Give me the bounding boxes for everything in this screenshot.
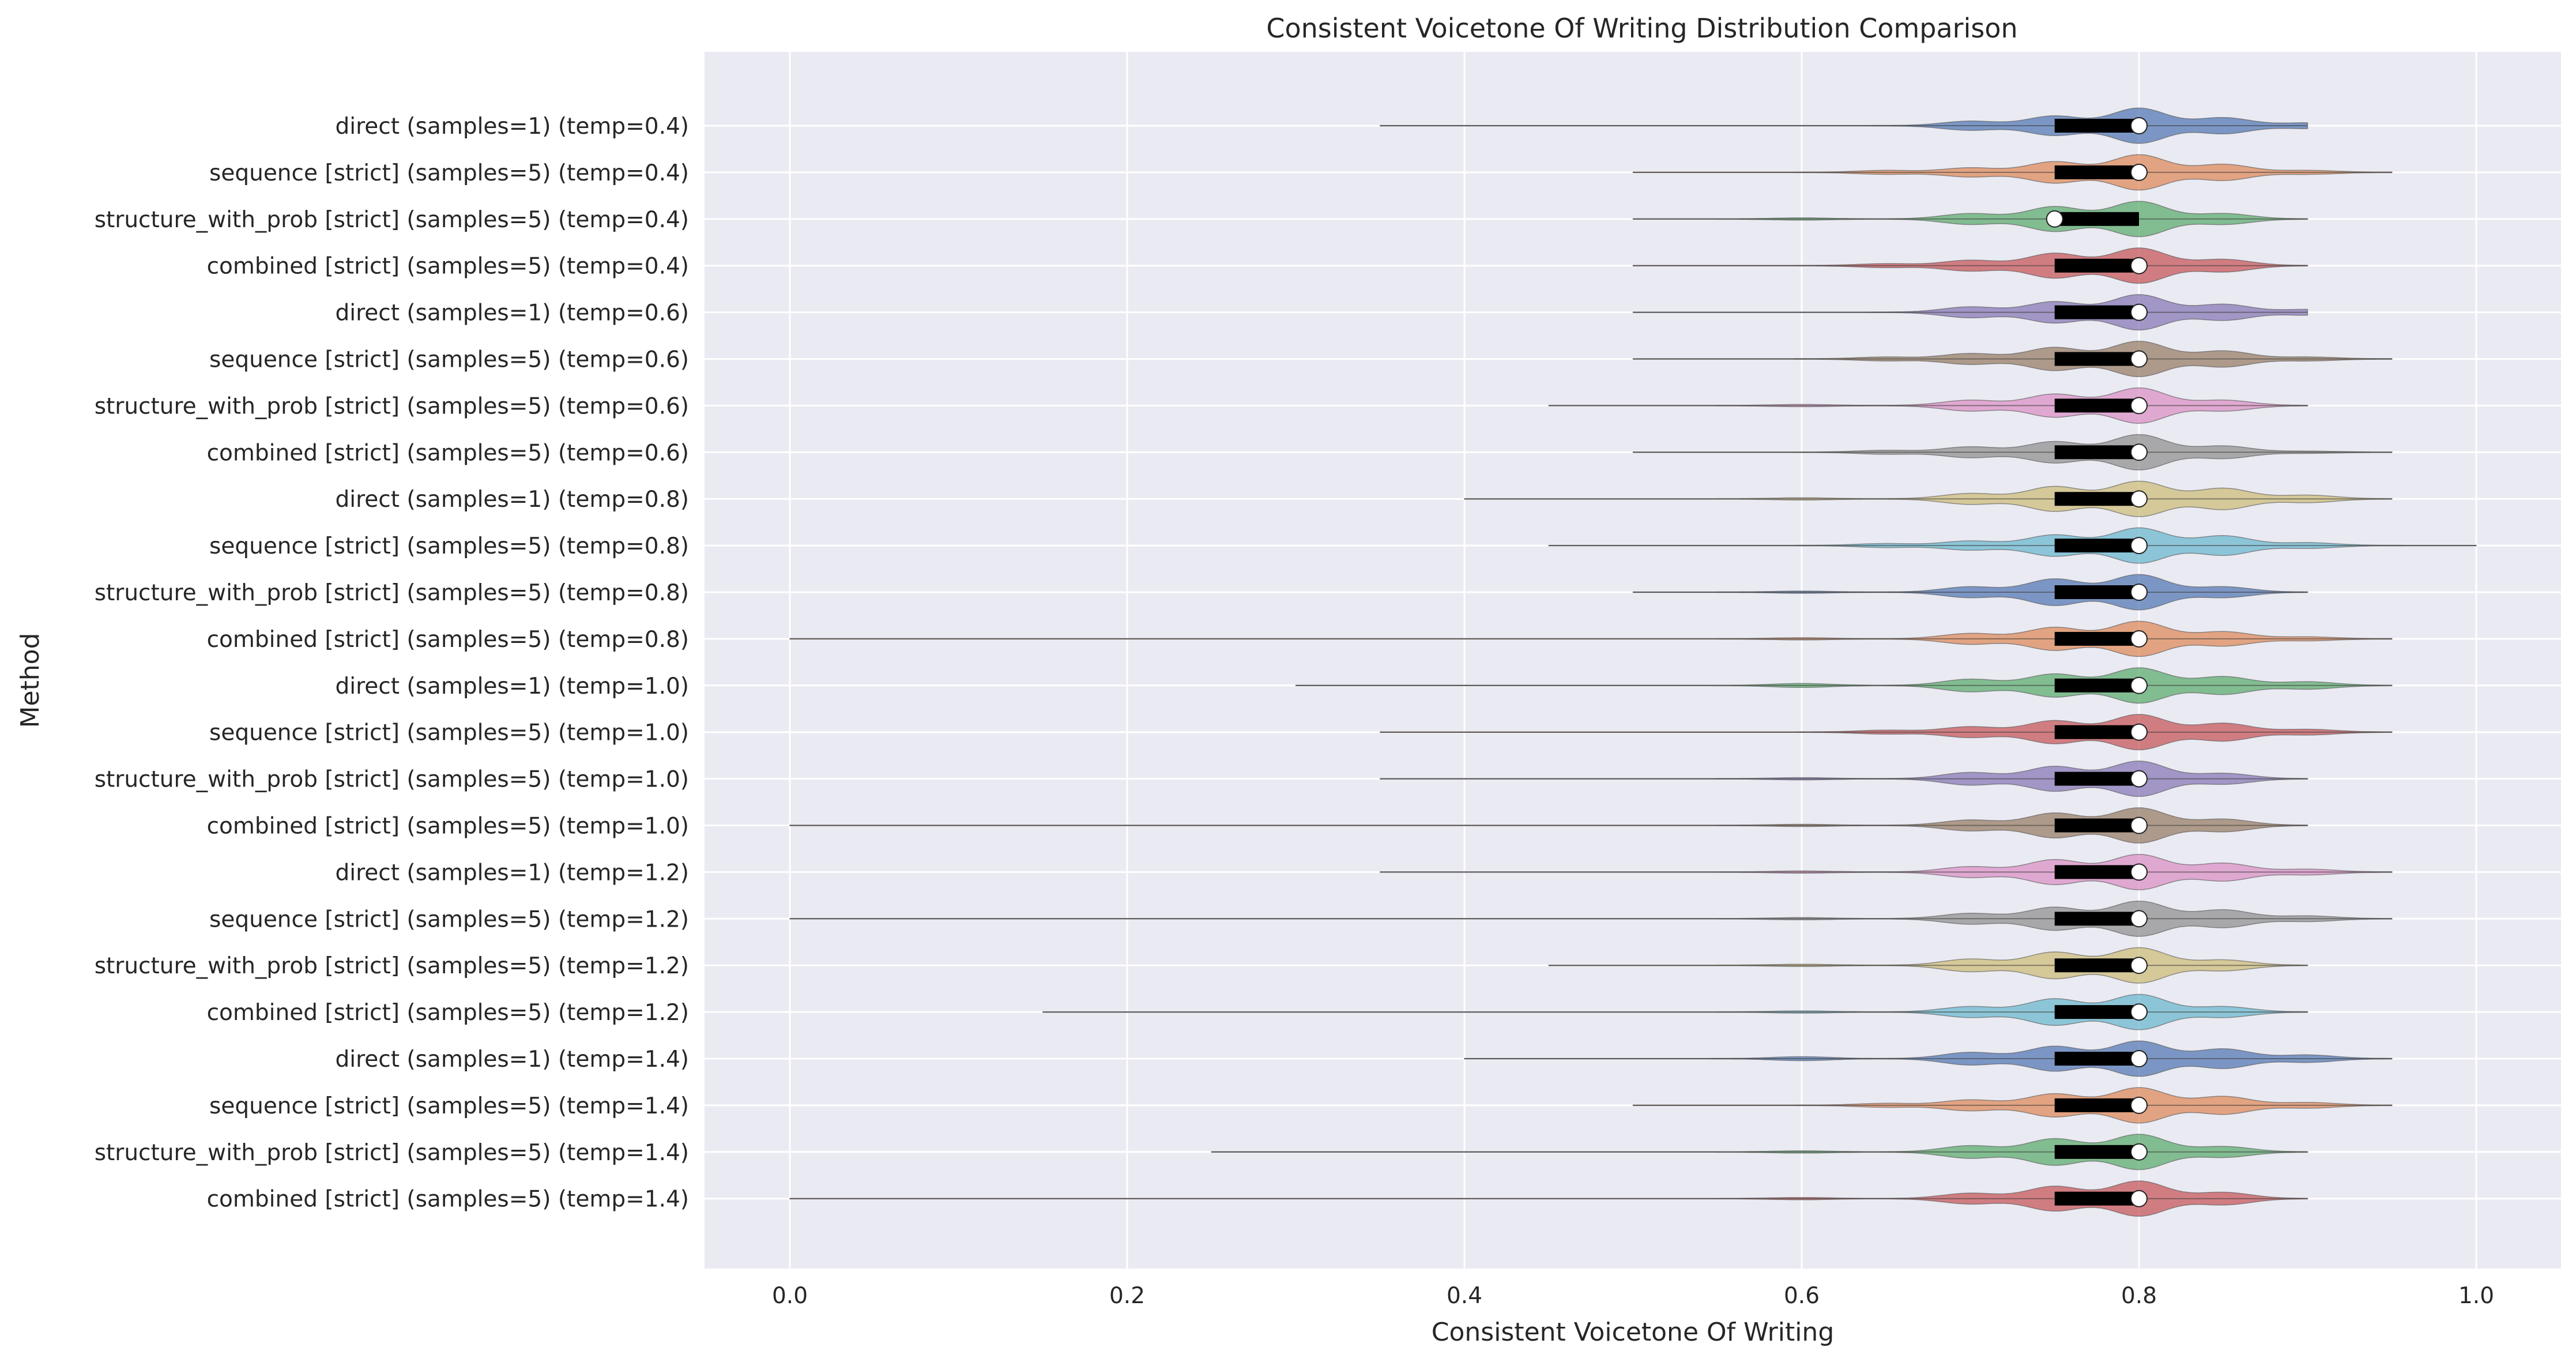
iqr-box	[2054, 492, 2139, 506]
iqr-box	[2054, 398, 2139, 413]
iqr-box	[2054, 1005, 2139, 1019]
iqr-box	[2054, 445, 2139, 460]
iqr-box	[2054, 958, 2139, 973]
iqr-box	[2054, 912, 2139, 926]
iqr-box	[2054, 352, 2139, 366]
median-marker	[2046, 210, 2063, 228]
iqr-box	[2054, 539, 2139, 553]
iqr-box	[2054, 212, 2139, 226]
y-tick-label: structure_with_prob [strict] (samples=5)…	[95, 393, 689, 419]
y-tick-label: structure_with_prob [strict] (samples=5)…	[95, 767, 689, 793]
y-tick-label: combined [strict] (samples=5) (temp=1.2)	[207, 1000, 689, 1026]
x-tick-label: 0.4	[1447, 1283, 1482, 1309]
x-tick-label: 1.0	[2458, 1283, 2494, 1309]
iqr-box	[2054, 772, 2139, 786]
median-marker	[2130, 397, 2148, 415]
y-tick-label: sequence [strict] (samples=5) (temp=1.2)	[209, 906, 689, 932]
iqr-box	[2054, 1052, 2139, 1066]
median-marker	[2130, 723, 2148, 741]
x-tick-label: 0.8	[2121, 1283, 2157, 1309]
y-tick-label: combined [strict] (samples=5) (temp=0.8)	[207, 627, 689, 653]
median-marker	[2130, 117, 2148, 134]
y-tick-label: sequence [strict] (samples=5) (temp=0.4)	[209, 160, 689, 186]
y-tick-label: direct (samples=1) (temp=0.6)	[336, 300, 690, 326]
median-marker	[2130, 630, 2148, 648]
median-marker	[2130, 910, 2148, 928]
iqr-box	[2054, 865, 2139, 879]
iqr-box	[2054, 1098, 2139, 1112]
iqr-box	[2054, 305, 2139, 319]
median-marker	[2130, 770, 2148, 788]
median-marker	[2130, 957, 2148, 974]
iqr-box	[2054, 1191, 2139, 1206]
y-tick-label: combined [strict] (samples=5) (temp=1.4)	[207, 1187, 689, 1213]
x-axis-label: Consistent Voicetone Of Writing	[1432, 1318, 1835, 1347]
x-tick-label: 0.2	[1109, 1283, 1145, 1309]
y-tick-label: combined [strict] (samples=5) (temp=0.6)	[207, 440, 689, 466]
median-marker	[2130, 1096, 2148, 1114]
x-tick-label: 0.6	[1784, 1283, 1820, 1309]
y-tick-label: direct (samples=1) (temp=0.4)	[336, 114, 690, 140]
iqr-box	[2054, 1145, 2139, 1159]
y-tick-label: direct (samples=1) (temp=1.0)	[336, 673, 690, 699]
y-tick-label: sequence [strict] (samples=5) (temp=1.4)	[209, 1093, 689, 1119]
y-tick-label: sequence [strict] (samples=5) (temp=0.8)	[209, 533, 689, 559]
iqr-box	[2054, 585, 2139, 599]
median-marker	[2130, 1143, 2148, 1161]
x-tick-labels: 0.0 0.2 0.4 0.6 0.8 1.0	[772, 1283, 2494, 1309]
median-marker	[2130, 303, 2148, 321]
y-tick-label: combined [strict] (samples=5) (temp=0.4)	[207, 254, 689, 280]
plot-area	[705, 52, 2561, 1269]
box-markers	[790, 117, 2476, 1207]
y-tick-label: direct (samples=1) (temp=0.8)	[336, 487, 690, 513]
median-marker	[2130, 1003, 2148, 1021]
y-axis-label: Method	[16, 633, 45, 728]
median-marker	[2130, 863, 2148, 881]
y-tick-label: structure_with_prob [strict] (samples=5)…	[95, 580, 689, 606]
y-tick-label: direct (samples=1) (temp=1.2)	[336, 860, 690, 886]
iqr-box	[2054, 119, 2139, 133]
y-tick-label: structure_with_prob [strict] (samples=5)…	[95, 207, 689, 233]
iqr-box	[2054, 818, 2139, 833]
median-marker	[2130, 537, 2148, 555]
median-marker	[2130, 1190, 2148, 1207]
iqr-box	[2054, 631, 2139, 646]
iqr-box	[2054, 678, 2139, 693]
iqr-box	[2054, 258, 2139, 273]
median-marker	[2130, 1050, 2148, 1067]
y-tick-label: structure_with_prob [strict] (samples=5)…	[95, 953, 689, 979]
y-tick-label: sequence [strict] (samples=5) (temp=0.6)	[209, 347, 689, 373]
iqr-box	[2054, 165, 2139, 179]
y-tick-label: structure_with_prob [strict] (samples=5)…	[95, 1140, 689, 1166]
y-tick-labels: direct (samples=1) (temp=0.4) sequence [s…	[95, 114, 689, 1213]
median-marker	[2130, 443, 2148, 461]
chart-title: Consistent Voicetone Of Writing Distribu…	[1266, 13, 2017, 44]
median-marker	[2130, 350, 2148, 368]
y-tick-label: sequence [strict] (samples=5) (temp=1.0)	[209, 720, 689, 746]
median-marker	[2130, 490, 2148, 508]
x-tick-label: 0.0	[772, 1283, 808, 1309]
median-marker	[2130, 584, 2148, 601]
y-tick-label: direct (samples=1) (temp=1.4)	[336, 1047, 690, 1073]
iqr-box	[2054, 725, 2139, 739]
median-marker	[2130, 676, 2148, 694]
median-marker	[2130, 257, 2148, 274]
median-marker	[2130, 163, 2148, 181]
y-tick-label: combined [strict] (samples=5) (temp=1.0)	[207, 814, 689, 840]
median-marker	[2130, 816, 2148, 834]
